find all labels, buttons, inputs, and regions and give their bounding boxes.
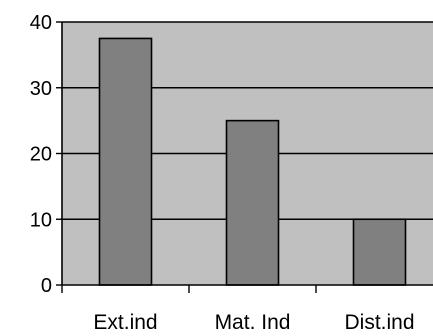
bar [352,218,407,286]
x-category-label: Mat. Ind [215,311,291,334]
x-category-label: Ext.ind [93,311,157,334]
bar [98,37,153,286]
y-tick-label: 10 [30,209,52,231]
bar [225,119,280,286]
x-category-label: Dist.ind [344,311,414,334]
x-axis-ticks: Ext.ind Mat. Ind Dist.ind [61,285,415,334]
y-tick-label: 30 [30,78,52,100]
y-tick-label: 40 [30,12,52,34]
y-axis-ticks: 0 10 20 30 40 [30,12,62,297]
y-tick-label: 20 [30,144,52,166]
y-tick-label: 0 [41,275,52,297]
